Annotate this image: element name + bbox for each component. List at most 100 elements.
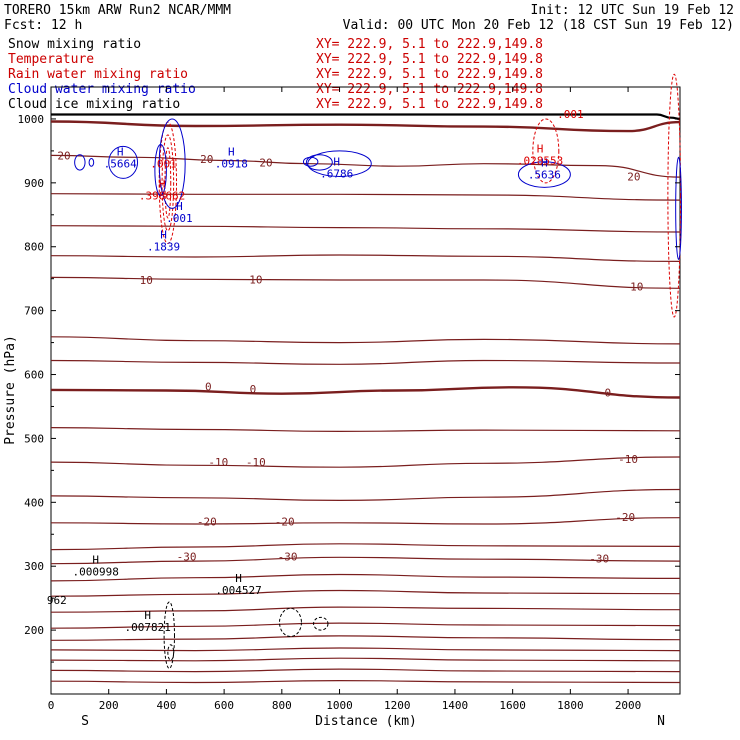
legend-field-label: Cloud ice mixing ratio xyxy=(8,97,180,112)
cloud-water-contour xyxy=(302,156,319,167)
legend-field-xy: XY= 222.9, 5.1 to 222.9,149.8 xyxy=(316,82,543,97)
isotherm-line xyxy=(50,635,681,641)
temperature-label: -30 xyxy=(278,551,298,564)
extremum-value: .0918 xyxy=(215,158,248,171)
isotherm-line xyxy=(50,456,681,468)
snow-contour xyxy=(313,616,329,631)
extrema-labels: H.007821H.004527H.000998962H.1839H.001H.… xyxy=(47,108,584,634)
x-tick-label: 400 xyxy=(156,699,176,712)
extremum-marker: H xyxy=(144,609,151,622)
isotherm-line xyxy=(50,679,681,684)
temperature-label: 10 xyxy=(140,274,153,287)
extremum-value: .1839 xyxy=(147,241,180,254)
extremum-value: .028553 xyxy=(517,154,563,167)
extremum-marker: H xyxy=(159,178,166,191)
extremum-value: 962 xyxy=(47,594,67,607)
temperature-label: -20 xyxy=(197,515,217,528)
isotherm-line xyxy=(50,488,681,502)
x-tick-label: 1000 xyxy=(326,699,353,712)
header-valid: Valid: 00 UTC Mon 20 Feb 12 (18 CST Sun … xyxy=(343,18,734,33)
cloud-water-contour xyxy=(675,156,682,261)
extremum-value: .5636 xyxy=(528,169,561,182)
field-legend: Snow mixing ratio XY= 222.9, 5.1 to 222.9… xyxy=(8,37,543,112)
axes: 0 200 400 600 800 1000 1200 1400 1600 1800 2000200… xyxy=(18,86,680,712)
isotherm-lines xyxy=(50,113,681,684)
extremum-marker: H xyxy=(92,553,99,566)
ground-line xyxy=(50,113,681,120)
cloud-water-contour xyxy=(158,118,186,209)
isotherm-line xyxy=(50,573,681,582)
isotherm-line xyxy=(50,606,681,613)
y-tick-label: 800 xyxy=(24,241,44,254)
legend-field-xy: XY= 222.9, 5.1 to 222.9,149.8 xyxy=(316,97,543,112)
temperature-label: 0 xyxy=(605,386,612,399)
isotherm-line xyxy=(50,517,681,525)
extremum-value: .000998 xyxy=(73,565,119,578)
header-fcst: Fcst: 12 h xyxy=(4,18,82,33)
y-tick-label: 1000 xyxy=(18,113,45,126)
header-init: Init: 12 UTC Sun 19 Feb 12 xyxy=(531,3,735,18)
extremum-value: .001 xyxy=(150,158,177,171)
x-tick-label: 0 xyxy=(48,699,55,712)
temperature-label: 20 xyxy=(57,149,70,162)
temperature-label: 0 xyxy=(205,381,212,394)
x-tick-label: 2000 xyxy=(615,699,642,712)
cloud-water-contour xyxy=(307,150,372,177)
temperature-label: 10 xyxy=(630,280,643,293)
temperature-label: 20 xyxy=(200,153,213,166)
rain-contour xyxy=(164,147,172,219)
x-axis-label: Distance (km) xyxy=(315,714,417,729)
x-tick-label: 1200 xyxy=(384,699,411,712)
extremum-value: .001 xyxy=(557,108,584,121)
south-label: S xyxy=(81,714,89,729)
extremum-marker: H xyxy=(160,229,167,242)
y-tick-label: 600 xyxy=(24,369,44,382)
extremum-marker: H xyxy=(537,142,544,155)
cloud-water-contour xyxy=(517,161,571,188)
isotherm-line xyxy=(50,386,681,399)
x-tick-label: 1600 xyxy=(499,699,526,712)
isotherm-line xyxy=(50,589,681,597)
extremum-marker: H xyxy=(176,200,183,213)
extremum-value: .001 xyxy=(166,212,193,225)
legend-field-xy: XY= 222.9, 5.1 to 222.9,149.8 xyxy=(316,67,543,82)
y-tick-label: 700 xyxy=(24,305,44,318)
temperature-label: -20 xyxy=(275,515,295,528)
temperature-label: -10 xyxy=(618,453,638,466)
north-label: N xyxy=(657,714,665,729)
extremum-marker: H xyxy=(228,146,235,159)
extremum-marker: H xyxy=(235,572,242,585)
y-tick-label: 500 xyxy=(24,432,44,445)
y-tick-label: 200 xyxy=(24,624,44,637)
extremum-value: .398662 xyxy=(139,190,185,203)
extremum-marker: H xyxy=(333,155,340,168)
temperature-label: 20 xyxy=(259,156,272,169)
isotherm-line xyxy=(50,225,681,233)
temperature-label: 0 xyxy=(250,383,257,396)
isotherm-line xyxy=(50,193,681,201)
header-run: TORERO 15km ARW Run2 NCAR/MMM xyxy=(4,3,231,18)
y-tick-label: 400 xyxy=(24,496,44,509)
legend-field-label: Temperature xyxy=(8,52,94,67)
legend-field-xy: XY= 222.9, 5.1 to 222.9,149.8 xyxy=(316,37,543,52)
rain-contour xyxy=(161,134,175,232)
snow-contour xyxy=(163,601,175,669)
x-tick-label: 600 xyxy=(214,699,234,712)
isotherm-line xyxy=(50,359,681,365)
cloud-water-contour xyxy=(154,144,167,197)
x-tick-label: 800 xyxy=(272,699,292,712)
isotherm-line xyxy=(50,336,681,345)
y-axis-label: Pressure (hPa) xyxy=(3,335,18,445)
temperature-label: -20 xyxy=(615,511,635,524)
temperature-label: 20 xyxy=(627,170,640,183)
temperature-label: -10 xyxy=(208,456,228,469)
moisture-contours xyxy=(74,73,682,669)
isotherm-line xyxy=(50,556,681,565)
snow-contour xyxy=(167,644,175,661)
x-tick-label: 200 xyxy=(99,699,119,712)
y-tick-label: 900 xyxy=(24,177,44,190)
x-tick-label: 1400 xyxy=(442,699,469,712)
extremum-marker: H xyxy=(541,157,548,170)
y-tick-label: 300 xyxy=(24,560,44,573)
